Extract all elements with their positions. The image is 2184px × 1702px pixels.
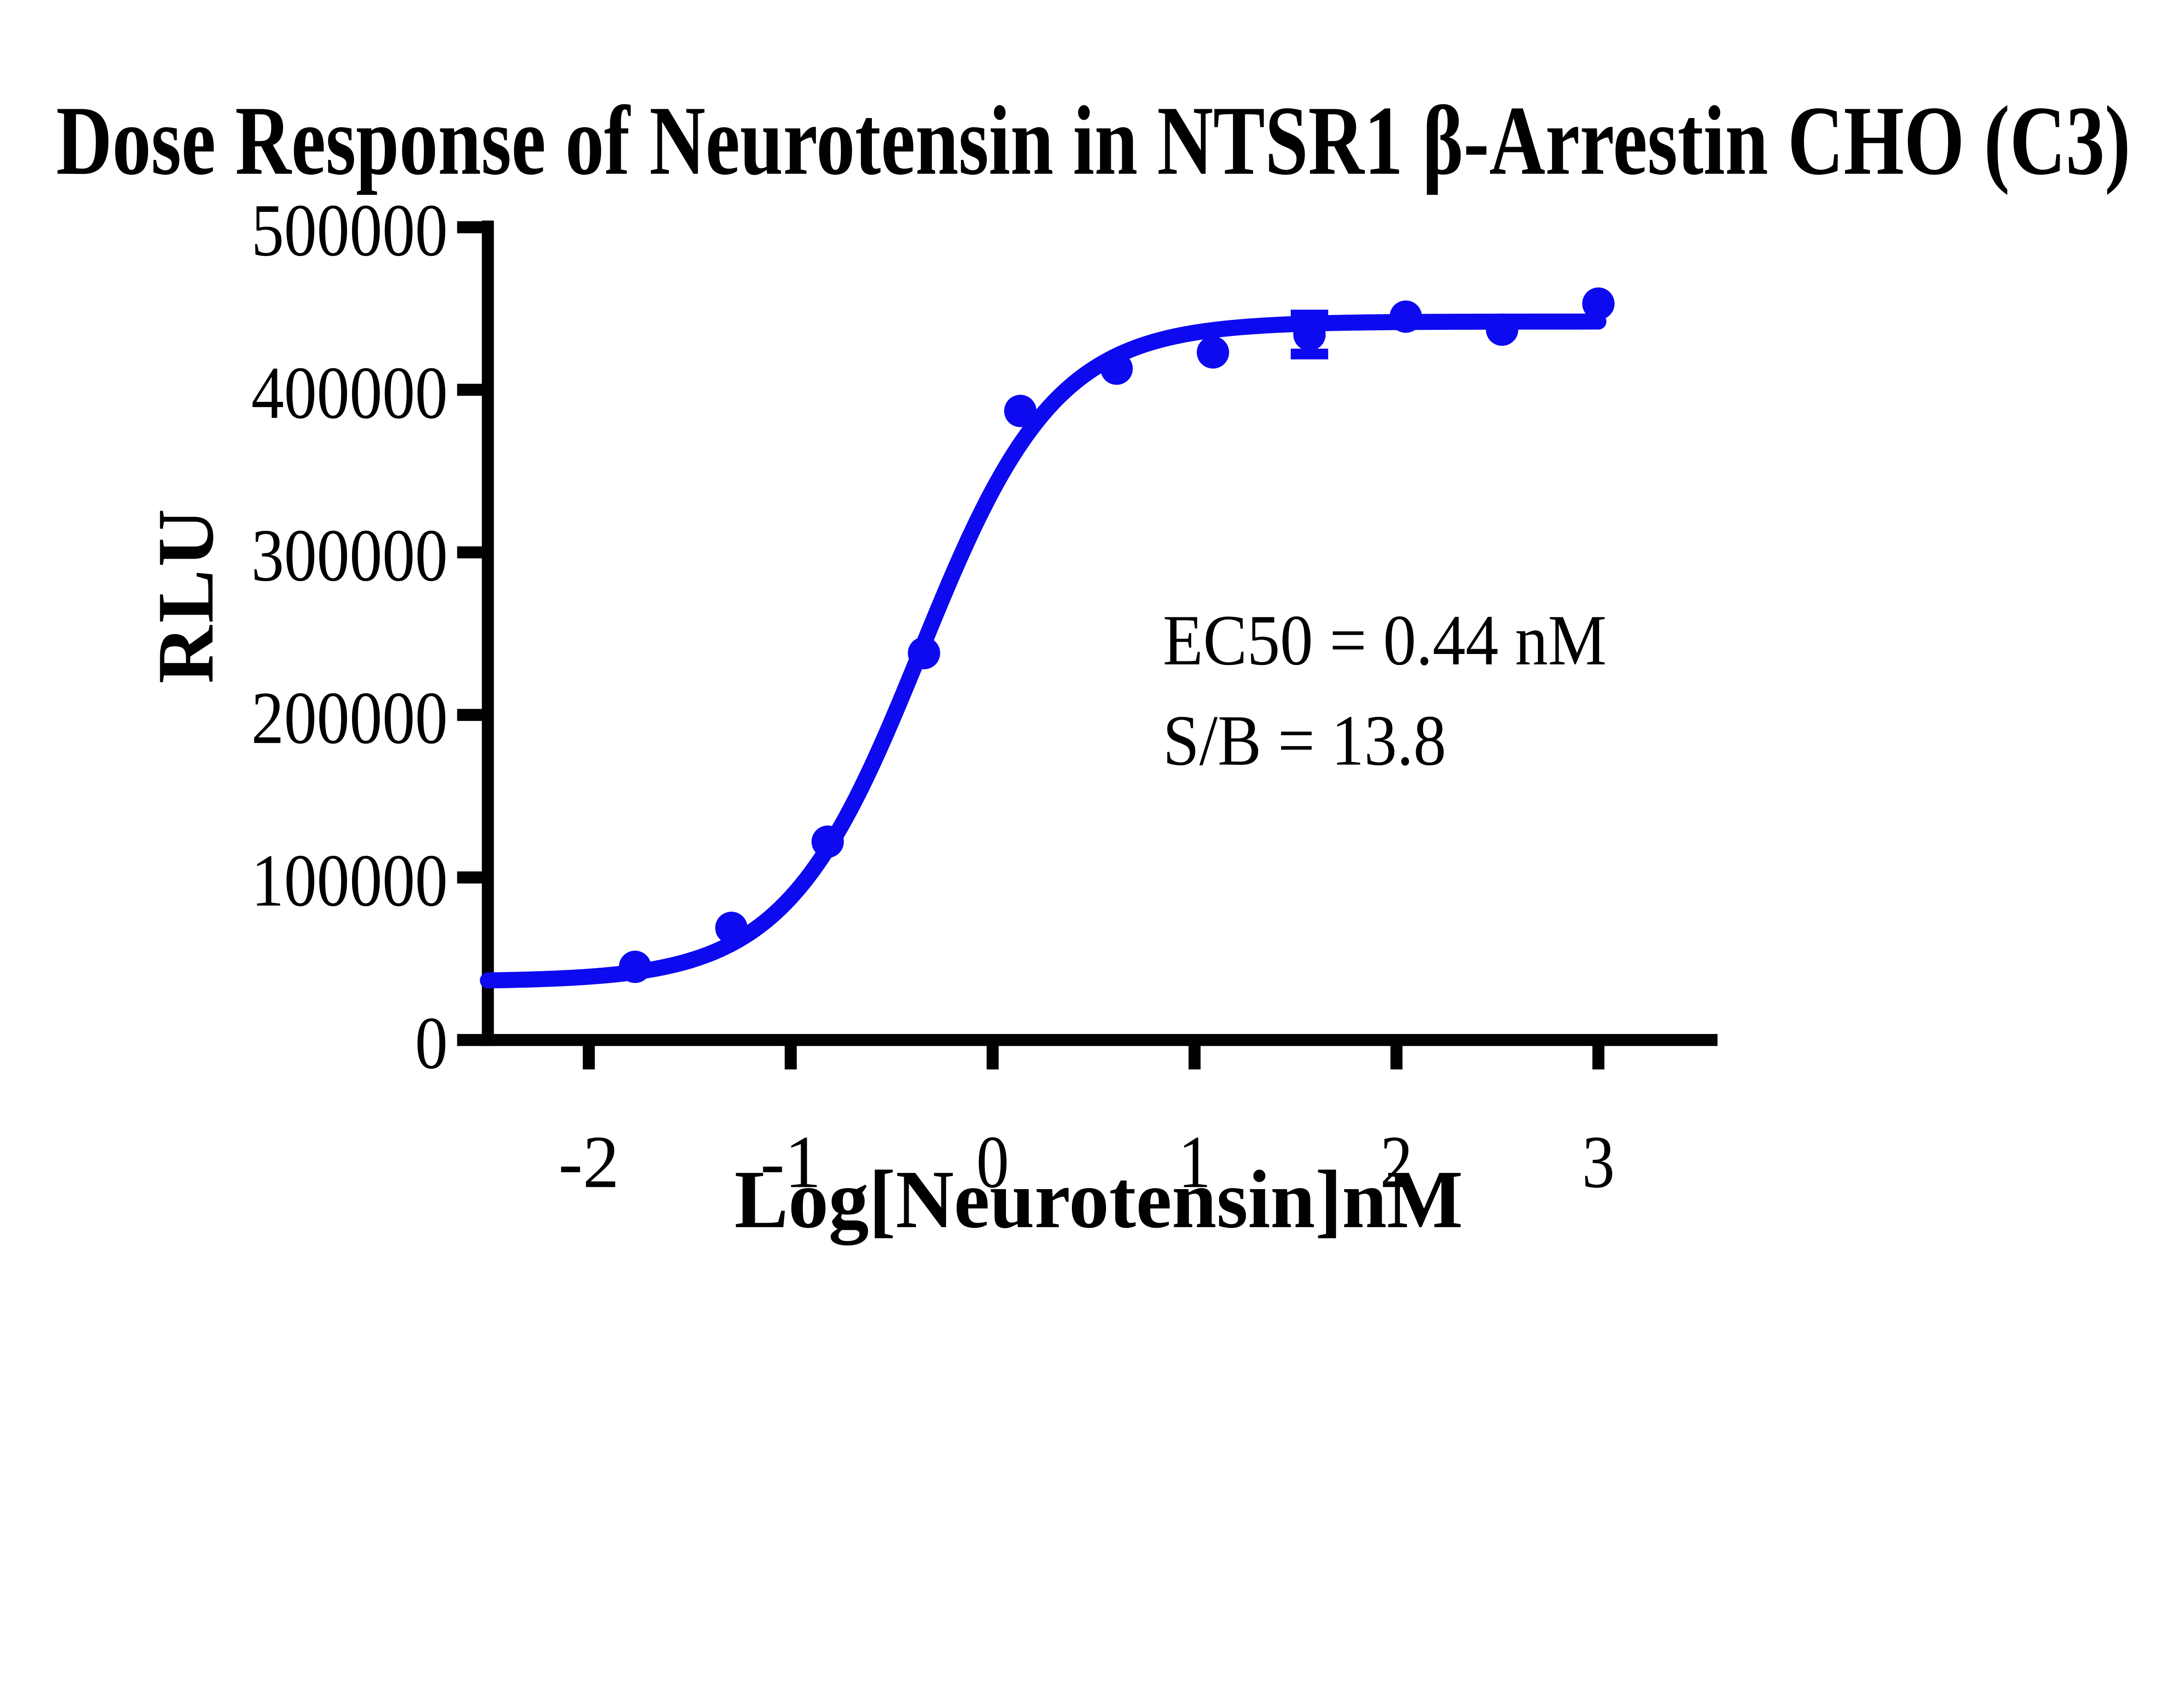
chart-background — [0, 0, 2184, 1302]
y-tick-label: 300000 — [251, 514, 448, 597]
data-series — [480, 287, 1615, 989]
data-point — [1004, 394, 1037, 427]
data-point — [908, 637, 940, 670]
data-point — [811, 825, 844, 858]
x-tick-label: 3 — [1582, 1121, 1615, 1204]
x-tick-label: -2 — [558, 1121, 619, 1204]
y-tick-label: 500000 — [251, 189, 448, 272]
x-axis-title: Log[Neurotensin]nM — [734, 1154, 1463, 1245]
y-tick-label: 200000 — [251, 677, 448, 760]
data-point — [1389, 300, 1422, 333]
y-axis-title: RLU — [141, 506, 230, 684]
data-point — [1196, 336, 1229, 369]
data-point — [1582, 287, 1615, 320]
data-point — [619, 951, 651, 983]
y-tick-label: 400000 — [251, 352, 448, 435]
annotation-ec50: EC50 = 0.44 nM — [1163, 600, 1607, 680]
chart-title: Dose Response of Neurotensin in NTSR1 β-… — [56, 86, 2131, 195]
x-tick-label: -1 — [760, 1121, 821, 1204]
data-point — [1293, 318, 1326, 351]
y-tick-label: 0 — [415, 1002, 448, 1085]
data-point — [1486, 313, 1518, 346]
chart-canvas: Dose Response of Neurotensin in NTSR1 β-… — [0, 0, 2184, 1302]
x-axis-ticks — [583, 1040, 1605, 1069]
x-tick-label: 0 — [976, 1121, 1009, 1204]
data-point — [1100, 352, 1133, 385]
dose-response-chart: Dose Response of Neurotensin in NTSR1 β-… — [0, 0, 2184, 1302]
x-tick-label: 1 — [1178, 1121, 1211, 1204]
x-axis-tick-labels: -2 -1 0 1 2 3 — [558, 1121, 1614, 1204]
data-point — [715, 911, 748, 944]
y-tick-label: 100000 — [251, 839, 448, 922]
x-tick-label: 2 — [1380, 1121, 1413, 1204]
annotation-sb: S/B = 13.8 — [1163, 700, 1446, 780]
y-axis-tick-labels: 0 100000 200000 300000 400000 500000 — [251, 189, 448, 1084]
y-axis-ticks — [457, 221, 488, 1046]
